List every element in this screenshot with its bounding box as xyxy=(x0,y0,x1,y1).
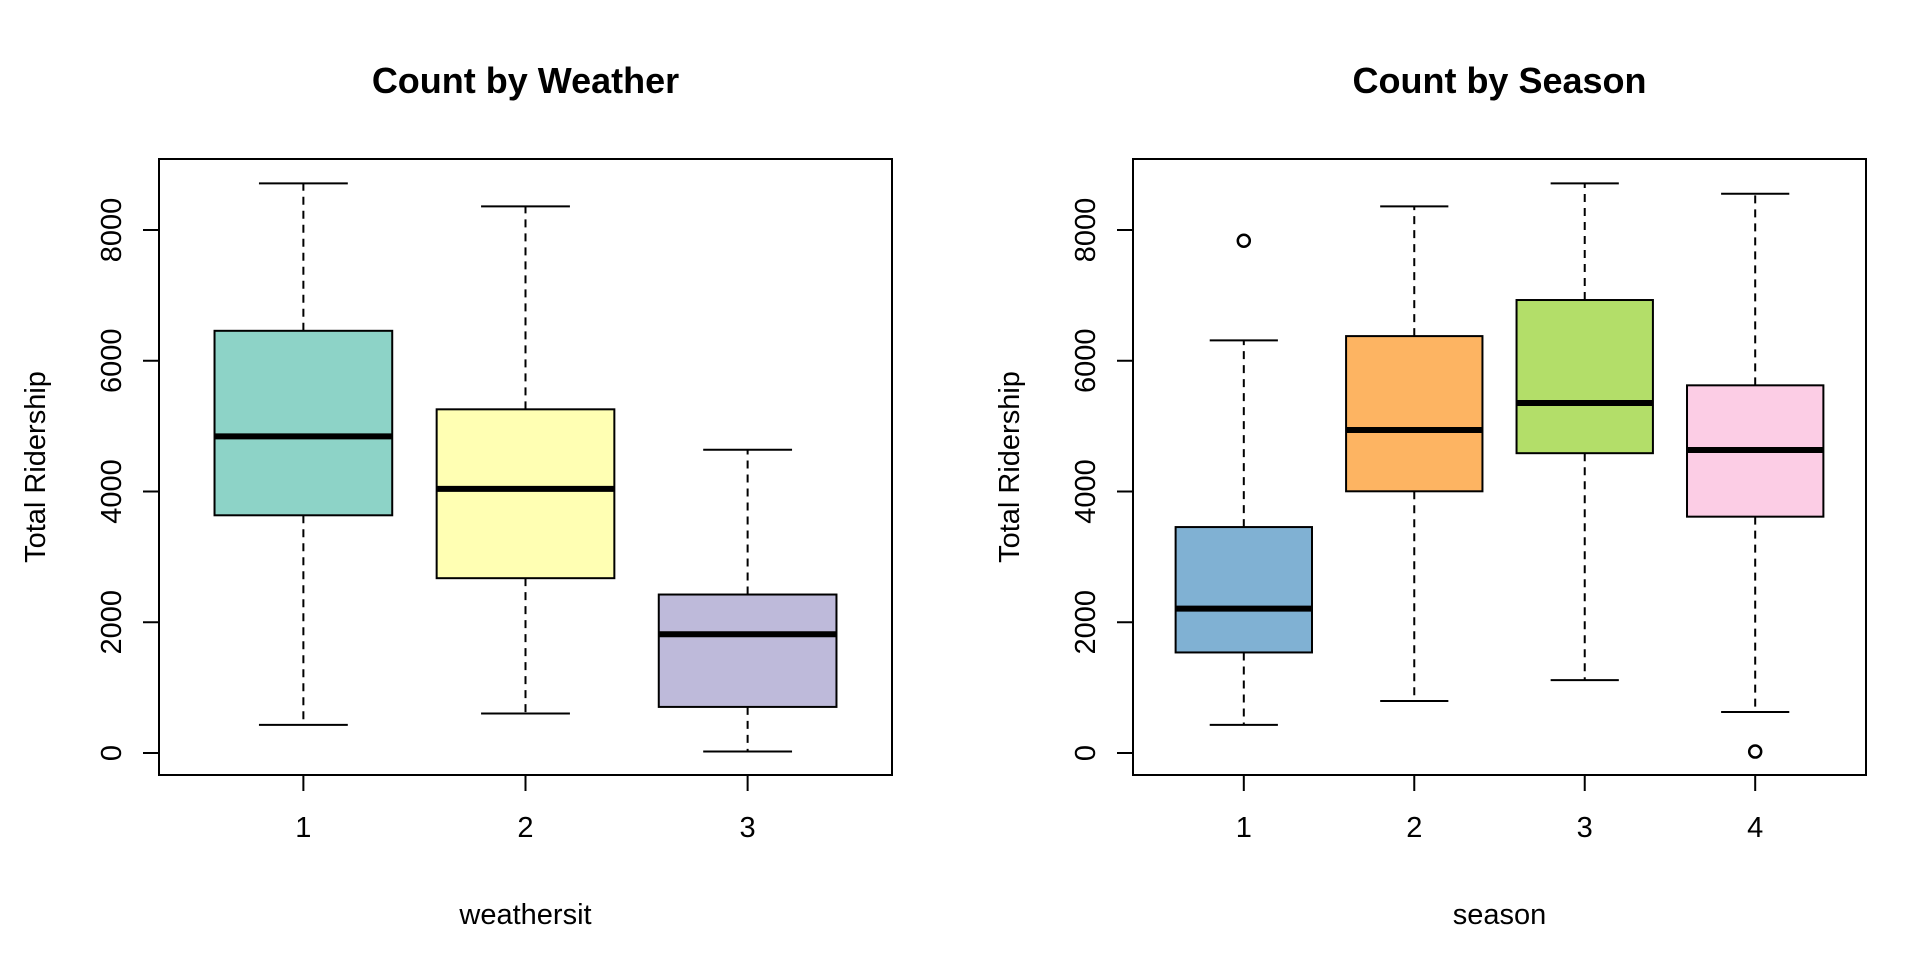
season-boxplot-panel: Count by Season season Total Ridership 0… xyxy=(994,60,1867,931)
box-group xyxy=(1686,192,1825,759)
box-group xyxy=(435,205,616,715)
y-tick-label: 4000 xyxy=(96,459,128,524)
y-tick-label: 2000 xyxy=(1070,590,1102,655)
y-axis-label: Total Ridership xyxy=(994,371,1026,563)
weather-boxplot-panel: Count by Weather weathersit Total Riders… xyxy=(20,60,893,931)
outlier-point xyxy=(1236,233,1252,248)
y-tick-label: 6000 xyxy=(1070,328,1102,393)
x-tick-label: 2 xyxy=(1406,812,1422,844)
x-tick-label: 2 xyxy=(517,812,533,844)
y-axis-label: Total Ridership xyxy=(20,371,52,563)
y-tick-label: 8000 xyxy=(96,198,128,263)
x-axis-label: weathersit xyxy=(458,899,591,931)
x-tick-label: 1 xyxy=(1236,812,1252,844)
box-group xyxy=(1515,182,1654,682)
outlier-point xyxy=(1747,744,1763,759)
x-tick-label: 3 xyxy=(1577,812,1593,844)
y-tick-label: 0 xyxy=(96,745,128,761)
x-tick-label: 4 xyxy=(1747,812,1763,844)
x-tick-label: 1 xyxy=(295,812,311,844)
iqr-box xyxy=(435,408,616,580)
y-tick-label: 0 xyxy=(1070,745,1102,761)
iqr-box xyxy=(213,329,394,517)
y-tick-label: 8000 xyxy=(1070,198,1102,263)
boxplot-marks: 0 2000 4000 6000 8000 1 2 3 xyxy=(96,158,893,844)
iqr-box xyxy=(1515,299,1654,455)
chart-title: Count by Weather xyxy=(372,60,679,101)
iqr-box xyxy=(1345,335,1484,493)
box-group xyxy=(213,182,394,726)
iqr-box xyxy=(657,593,838,708)
y-tick-label: 2000 xyxy=(96,590,128,655)
plot-frame xyxy=(1132,158,1867,776)
y-tick-label: 4000 xyxy=(1070,459,1102,524)
boxplot-marks: 0 2000 4000 6000 8000 1 2 3 4 xyxy=(1070,158,1867,844)
x-tick-label: 3 xyxy=(740,812,756,844)
iqr-box xyxy=(1174,526,1313,654)
chart-title: Count by Season xyxy=(1352,60,1646,101)
y-tick-label: 6000 xyxy=(96,328,128,393)
box-group xyxy=(1345,205,1484,703)
box-group xyxy=(1174,233,1313,726)
box-group xyxy=(657,448,838,753)
x-axis-label: season xyxy=(1453,899,1547,931)
